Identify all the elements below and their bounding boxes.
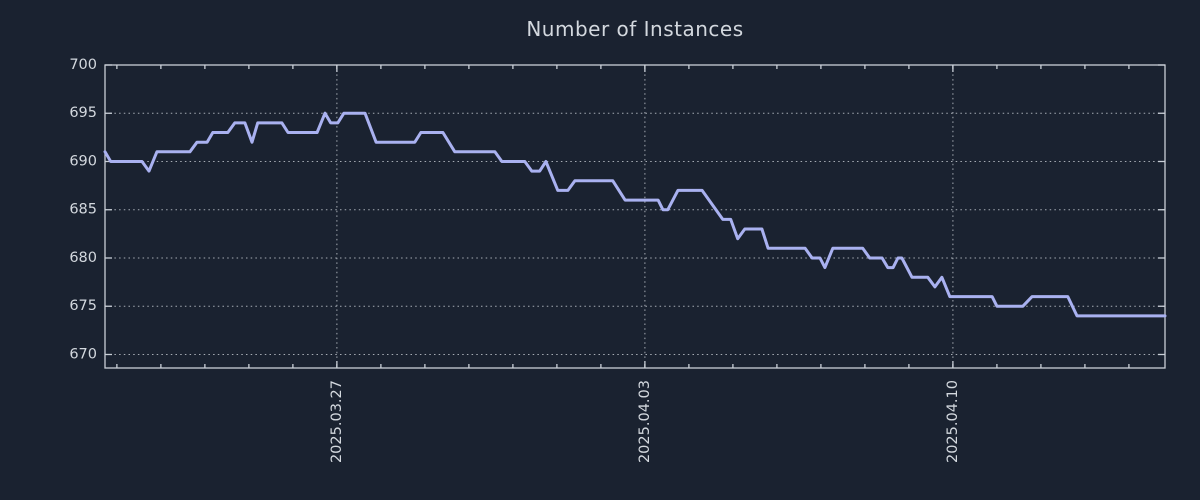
plot-frame bbox=[104, 64, 1166, 369]
y-tick-label: 680 bbox=[69, 250, 97, 266]
x-tick-label: 2025.03.27 bbox=[329, 380, 345, 463]
x-tick-label: 2025.04.10 bbox=[945, 380, 961, 463]
x-tick-label: 2025.04.03 bbox=[637, 380, 653, 463]
series-line bbox=[103, 111, 1167, 318]
y-tick-label: 700 bbox=[69, 57, 97, 73]
y-tick-label: 675 bbox=[69, 298, 97, 314]
y-tick-label: 670 bbox=[69, 346, 97, 362]
y-tick-label: 695 bbox=[69, 105, 97, 121]
chart-title: Number of Instances bbox=[526, 17, 744, 41]
y-tick-label: 690 bbox=[69, 153, 97, 169]
y-tick-label: 685 bbox=[69, 202, 97, 218]
